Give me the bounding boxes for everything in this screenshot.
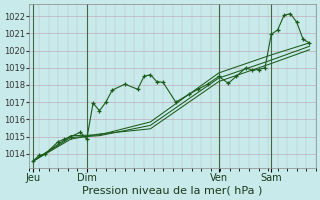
X-axis label: Pression niveau de la mer( hPa ): Pression niveau de la mer( hPa ) xyxy=(83,186,263,196)
